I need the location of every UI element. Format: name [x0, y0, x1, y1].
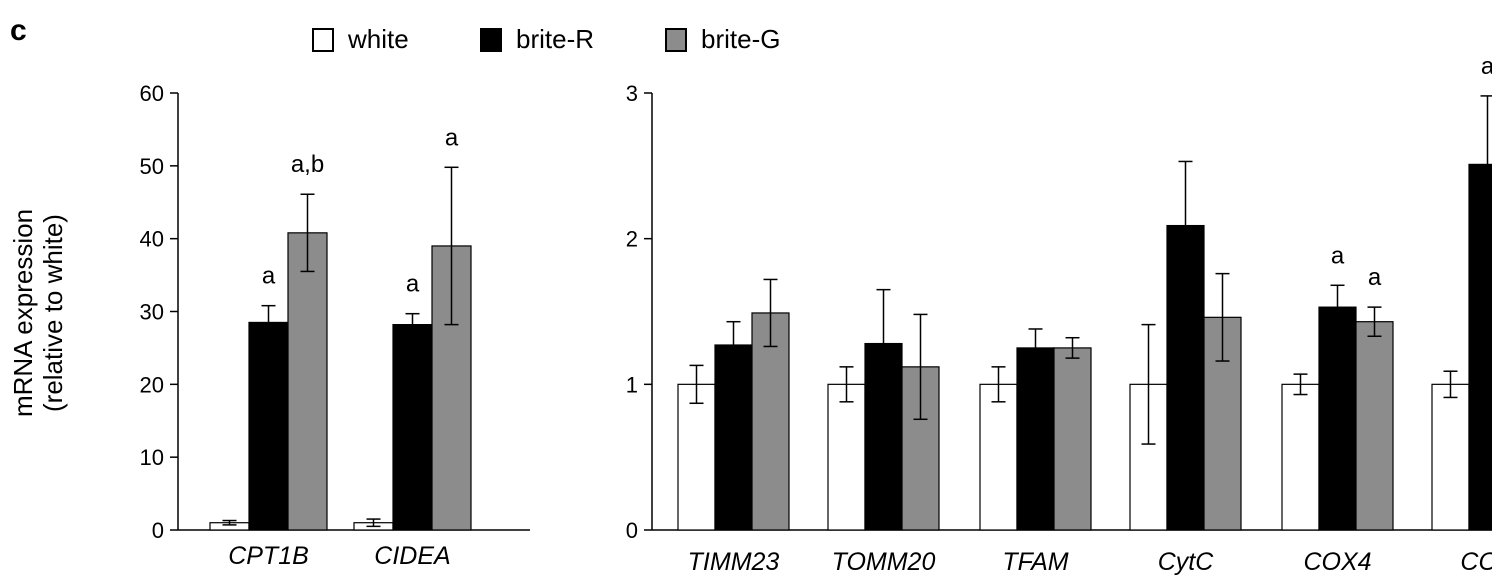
x-category-label: TIMM23 [688, 548, 780, 576]
y-tick-label: 60 [140, 81, 164, 106]
x-category-label: COX4 [1303, 548, 1371, 576]
bar-brite-r [1016, 347, 1055, 531]
y-tick-label: 20 [140, 372, 164, 397]
bar-white [677, 383, 716, 531]
x-category-label: CPT1B [228, 542, 309, 570]
legend-brite-g: brite-G [665, 24, 780, 55]
significance-label: a [1481, 53, 1492, 80]
legend-brite-r-swatch [480, 27, 502, 52]
significance-label: a [406, 271, 420, 298]
bar-brite-g [1053, 347, 1092, 531]
bar-brite-r [1318, 306, 1357, 531]
x-category-label: TOMM20 [832, 548, 936, 576]
y-tick-label: 0 [152, 518, 164, 543]
y-tick-label: 1 [626, 372, 638, 397]
bar-brite-g [287, 232, 328, 531]
bar-white [1281, 383, 1320, 531]
x-category-label: TFAM [1002, 548, 1068, 576]
significance-label: a [262, 263, 276, 290]
significance-label: a [1331, 242, 1345, 269]
legend-white: white [312, 24, 409, 55]
y-tick-label: 3 [626, 81, 638, 106]
significance-label: a [1368, 264, 1382, 291]
x-category-label: CytC [1158, 548, 1215, 576]
legend-brite-r: brite-R [480, 24, 594, 55]
significance-label: a [445, 124, 459, 151]
y-tick-label: 10 [140, 445, 164, 470]
bar-brite-r [392, 324, 433, 531]
legend-white-swatch [312, 27, 334, 52]
bar-white [827, 383, 866, 531]
legend-brite-r-label: brite-R [516, 24, 595, 54]
bar-brite-g [1355, 321, 1394, 531]
bar-brite-r [248, 321, 289, 531]
panel-label: c [10, 14, 27, 47]
y-tick-label: 40 [140, 227, 164, 252]
bar-brite-r [1468, 163, 1492, 531]
y-tick-label: 2 [626, 227, 638, 252]
x-category-label: COX [1460, 548, 1492, 576]
legend-white-label: white [348, 24, 409, 54]
x-category-label: CIDEA [374, 542, 450, 570]
legend-brite-g-label: brite-G [701, 24, 781, 54]
legend-brite-g-swatch [665, 27, 687, 52]
significance-label: a,b [291, 151, 324, 178]
bar-white [1431, 383, 1470, 531]
bar-brite-r [714, 344, 753, 531]
bar-white [979, 383, 1018, 531]
y-tick-label: 30 [140, 300, 164, 325]
y-tick-label: 50 [140, 154, 164, 179]
y-tick-label: 0 [626, 518, 638, 543]
